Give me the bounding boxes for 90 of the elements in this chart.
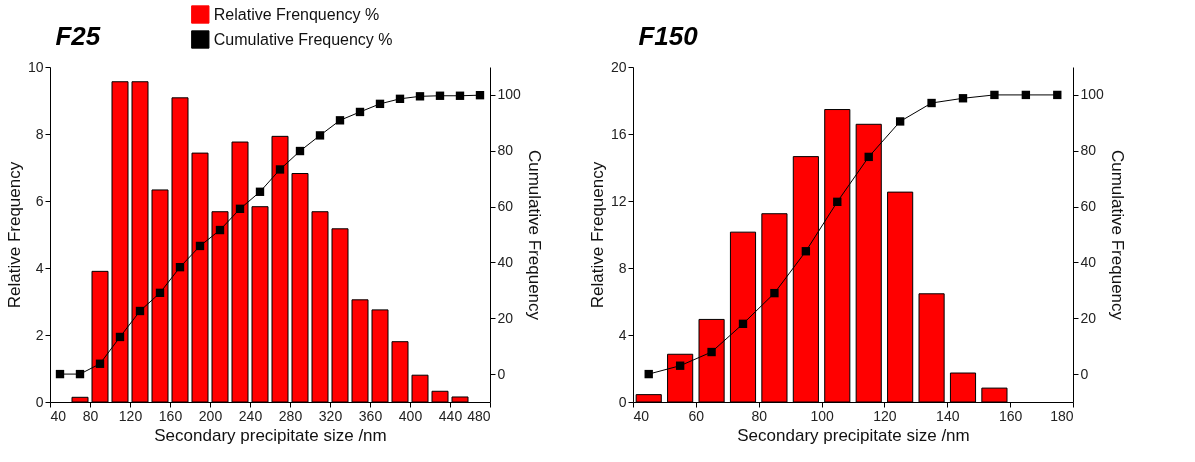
x-tick-label: 180 — [1050, 407, 1074, 424]
y-tick-label: 4 — [618, 326, 627, 343]
x-tick-label: 280 — [278, 407, 303, 424]
y-tick-label: 8 — [35, 125, 44, 142]
y2-axis-title: Cumulative Frequency — [524, 149, 544, 321]
x-axis-title: Secondary precipitate size /nm — [737, 425, 970, 445]
chart-title: F25 — [55, 21, 101, 51]
y-tick-label: 2 — [35, 326, 44, 343]
x-tick-label: 160 — [998, 407, 1023, 424]
point — [95, 359, 105, 368]
x-tick-label: 240 — [238, 407, 263, 424]
x-tick-label: 400 — [398, 407, 423, 424]
legend-label: Relative Frenquency % — [213, 5, 380, 23]
point — [958, 94, 968, 103]
point — [375, 99, 385, 109]
y2-tick-label: 0 — [497, 365, 506, 382]
y2-tick-label: 80 — [497, 142, 514, 159]
x-tick-label: 40 — [50, 407, 67, 424]
x-tick-label: 360 — [358, 407, 383, 424]
y-tick-label: 8 — [618, 259, 627, 276]
point — [675, 361, 685, 370]
x-axis-title: Secondary precipitate size /nm — [154, 425, 387, 445]
x-tick-label: 140 — [936, 407, 960, 424]
x-tick-label: 80 — [751, 407, 768, 424]
y-tick-label: 0 — [618, 393, 627, 410]
y2-tick-label: 100 — [1080, 86, 1105, 103]
point — [895, 117, 905, 126]
point — [475, 91, 485, 100]
point — [707, 347, 716, 357]
y-axis-title: Relative Frequency — [4, 161, 24, 309]
point — [255, 187, 265, 196]
y2-tick-label: 60 — [497, 198, 514, 215]
point — [864, 152, 873, 162]
legend-label: Cumulative Frequency % — [213, 30, 393, 48]
point — [75, 369, 85, 379]
point — [801, 247, 811, 256]
y-tick-label: 12 — [610, 192, 627, 209]
point — [415, 92, 425, 101]
y2-tick-label: 20 — [497, 309, 514, 326]
y-tick-label: 16 — [610, 125, 627, 142]
y2-tick-label: 20 — [1080, 309, 1097, 326]
y-axis-title: Relative Frequency — [587, 161, 607, 309]
y2-tick-label: 100 — [497, 86, 522, 103]
point — [927, 98, 936, 108]
point — [990, 90, 999, 100]
y2-tick-label: 80 — [1080, 142, 1097, 159]
x-tick-label: 100 — [810, 407, 834, 424]
x-tick-label: 480 — [467, 407, 491, 424]
x-tick-label: 440 — [438, 407, 463, 424]
y2-tick-label: 40 — [497, 253, 514, 270]
y2-tick-label: 60 — [1080, 198, 1097, 215]
point — [155, 288, 165, 298]
y-tick-label: 10 — [27, 58, 44, 75]
point — [435, 91, 445, 100]
y-tick-label: 0 — [35, 393, 44, 410]
point — [738, 319, 748, 329]
y2-tick-label: 40 — [1080, 253, 1097, 270]
x-tick-label: 200 — [198, 407, 223, 424]
point — [275, 165, 285, 174]
point — [355, 107, 365, 117]
point — [55, 369, 65, 379]
y-tick-label: 6 — [35, 192, 44, 209]
y-tick-label: 20 — [610, 58, 627, 75]
point — [175, 262, 185, 272]
point — [315, 131, 325, 140]
point — [644, 369, 653, 379]
x-tick-label: 60 — [688, 407, 705, 424]
point — [770, 288, 779, 298]
point — [335, 116, 345, 125]
point — [395, 94, 405, 104]
point — [135, 306, 145, 316]
point — [235, 204, 245, 213]
point — [455, 91, 465, 100]
y2-tick-label: 0 — [1080, 365, 1089, 382]
x-tick-label: 160 — [158, 407, 183, 424]
x-tick-label: 80 — [82, 407, 99, 424]
x-tick-label: 120 — [118, 407, 143, 424]
point — [1053, 90, 1062, 100]
point — [215, 225, 225, 235]
y-tick-label: 4 — [35, 259, 44, 276]
point — [833, 197, 842, 207]
point — [115, 332, 125, 342]
point — [295, 146, 305, 156]
chart-title: F150 — [638, 21, 699, 51]
x-tick-label: 120 — [873, 407, 897, 424]
point — [1021, 90, 1031, 100]
y2-axis-title: Cumulative Frequency — [1107, 149, 1127, 321]
point — [195, 241, 205, 251]
x-tick-label: 320 — [318, 407, 343, 424]
x-tick-label: 40 — [633, 407, 650, 424]
